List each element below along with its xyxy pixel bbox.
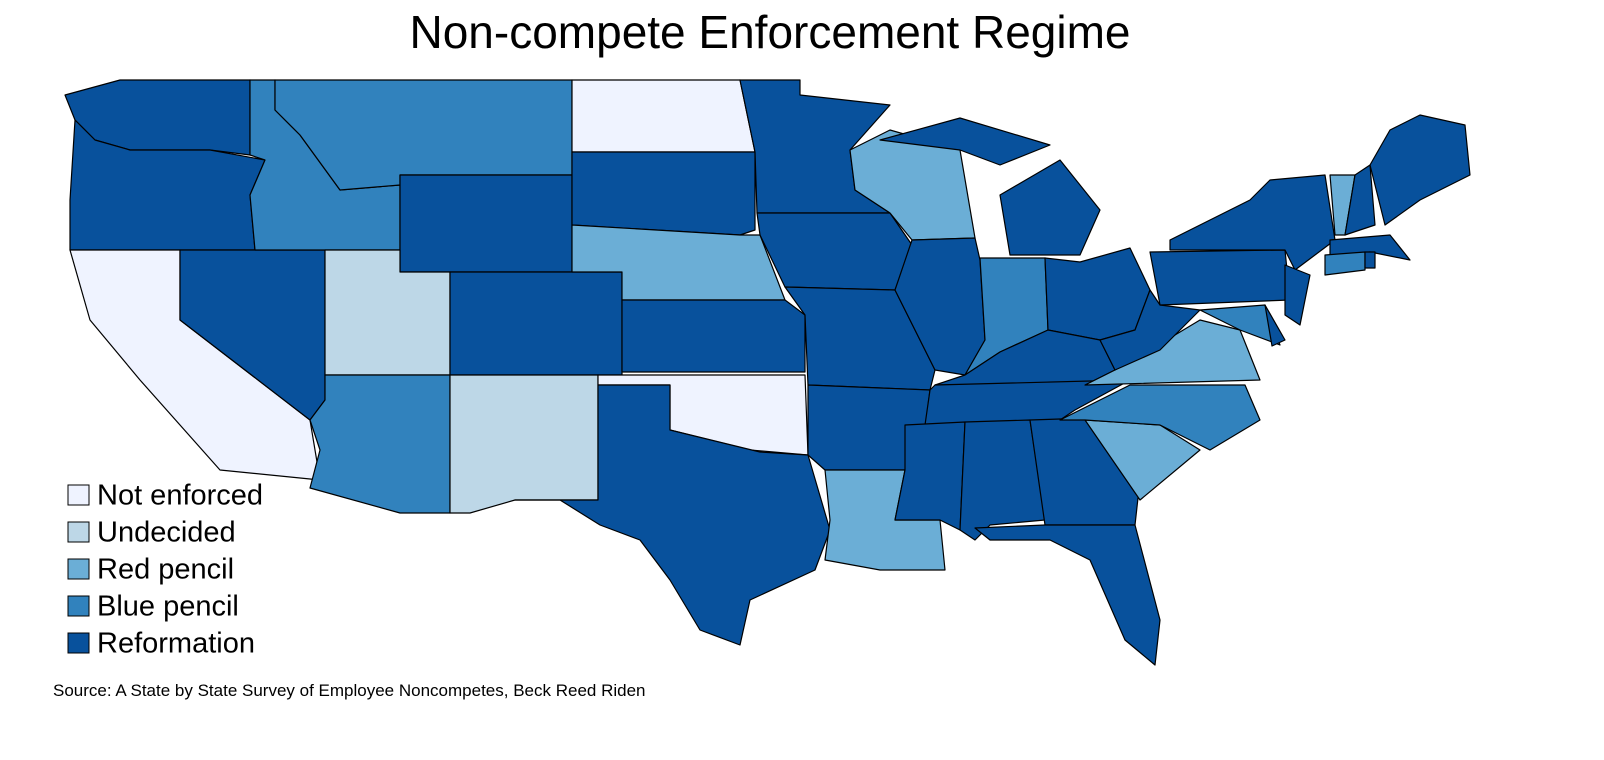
legend-swatch bbox=[67, 558, 90, 580]
state bbox=[449, 271, 623, 376]
state bbox=[1344, 164, 1376, 236]
legend-swatch bbox=[67, 521, 90, 543]
legend-label: Reformation bbox=[97, 628, 255, 660]
state bbox=[1324, 251, 1366, 276]
state bbox=[1364, 251, 1376, 269]
source-note: Source: A State by State Survey of Emplo… bbox=[53, 681, 646, 700]
state bbox=[756, 212, 913, 291]
state bbox=[621, 299, 806, 373]
state bbox=[1264, 304, 1286, 347]
state bbox=[449, 374, 599, 514]
state bbox=[1099, 289, 1201, 371]
legend-label: Red pencil bbox=[97, 554, 234, 586]
state bbox=[1369, 114, 1471, 226]
legend-label: Blue pencil bbox=[97, 591, 239, 623]
map-title: Non-compete Enforcement Regime bbox=[410, 6, 1131, 58]
state bbox=[1044, 247, 1151, 341]
states bbox=[64, 79, 1471, 666]
legend: Not enforced Undecided Red pencil Blue penc… bbox=[67, 480, 263, 660]
state bbox=[1149, 249, 1291, 306]
state bbox=[1059, 384, 1261, 451]
state bbox=[894, 421, 966, 531]
state bbox=[514, 384, 831, 646]
legend-label: Undecided bbox=[97, 517, 236, 549]
state bbox=[399, 174, 573, 273]
state bbox=[879, 117, 1051, 166]
state bbox=[999, 159, 1101, 256]
state bbox=[1329, 234, 1411, 261]
legend-swatch bbox=[67, 595, 90, 617]
legend-swatch bbox=[67, 484, 90, 506]
state bbox=[1284, 264, 1311, 326]
legend-label: Not enforced bbox=[97, 480, 263, 512]
legend-swatch bbox=[67, 632, 90, 654]
state bbox=[571, 79, 756, 153]
state bbox=[309, 374, 451, 514]
state bbox=[974, 524, 1161, 666]
state bbox=[571, 151, 756, 236]
state bbox=[1199, 304, 1281, 346]
